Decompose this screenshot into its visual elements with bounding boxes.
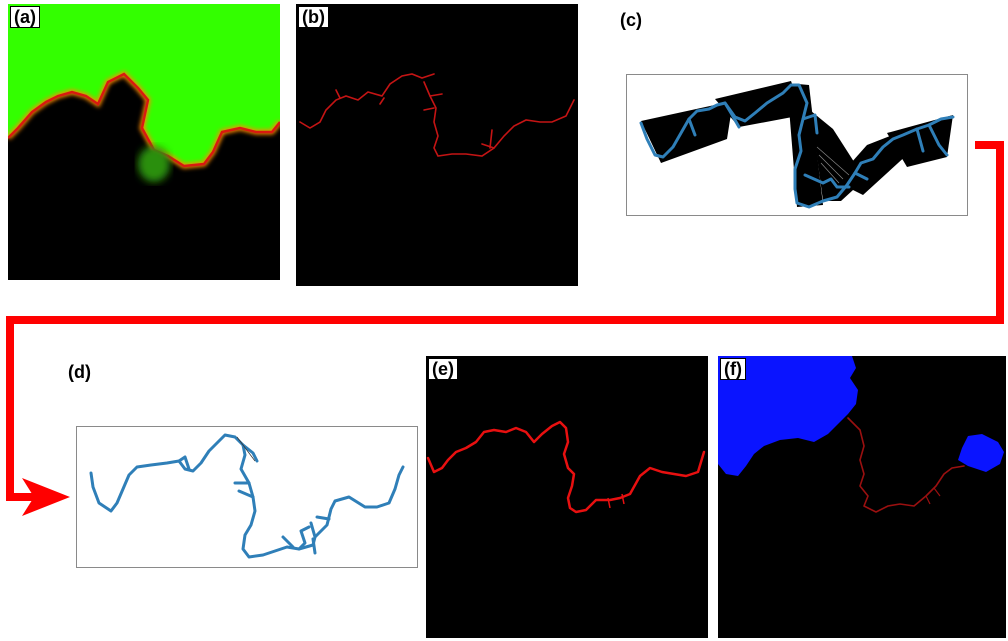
panel-c-label: (c) [620, 10, 642, 30]
panel-e-label: (e) [428, 358, 458, 380]
panel-f-region-overlay: (f) [718, 356, 1006, 638]
boundary-map-image [296, 4, 578, 286]
panel-a-probability-map: (a) [8, 4, 280, 280]
panel-f-label: (f) [720, 358, 746, 380]
panel-c-polygon-skeleton [626, 74, 968, 216]
polygon-skeleton-image [639, 81, 955, 209]
panel-e-refined-boundary: (e) [426, 356, 708, 638]
panel-a-label: (a) [10, 6, 40, 28]
flow-arrow-head [22, 478, 70, 516]
panel-d-skeleton-graph [76, 426, 418, 568]
panel-d-label: (d) [68, 362, 91, 382]
refined-boundary-image [426, 356, 708, 638]
panel-b-boundary-map: (b) [296, 4, 578, 286]
probability-map-image [8, 4, 280, 280]
region-overlay-image [718, 356, 1006, 638]
skeleton-graph-image [89, 433, 405, 559]
panel-b-label: (b) [298, 6, 329, 28]
